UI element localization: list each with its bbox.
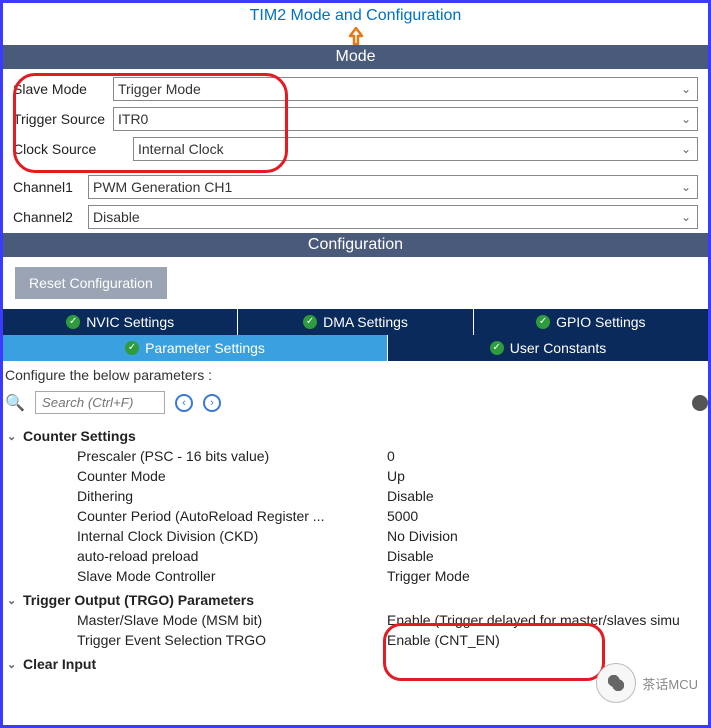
clock-source-label: Clock Source <box>13 141 133 157</box>
param-label: Counter Period (AutoReload Register ... <box>77 508 387 524</box>
check-icon: ✓ <box>303 315 317 329</box>
mode-section: Slave Mode Trigger Mode ⌄ Trigger Source… <box>3 69 708 233</box>
clock-source-select[interactable]: Internal Clock ⌄ <box>133 137 698 161</box>
param-label: auto-reload preload <box>77 548 387 564</box>
tab-dma-settings[interactable]: ✓ DMA Settings <box>238 309 473 335</box>
tab-label: Parameter Settings <box>145 340 265 356</box>
group-trgo-parameters[interactable]: ⌄ Trigger Output (TRGO) Parameters <box>7 590 708 610</box>
channel2-value: Disable <box>93 209 140 225</box>
check-icon: ✓ <box>66 315 80 329</box>
slave-mode-label: Slave Mode <box>13 81 113 97</box>
collapse-icon: ⌄ <box>7 658 19 671</box>
trigger-source-label: Trigger Source <box>13 111 113 127</box>
info-icon <box>692 395 708 411</box>
param-value: Disable <box>387 488 434 504</box>
tab-gpio-settings[interactable]: ✓ GPIO Settings <box>474 309 708 335</box>
watermark: 茶话MCU <box>596 663 698 703</box>
tab-nvic-settings[interactable]: ✓ NVIC Settings <box>3 309 238 335</box>
group-title: Trigger Output (TRGO) Parameters <box>23 592 254 608</box>
watermark-icon <box>596 663 636 703</box>
collapse-icon: ⌄ <box>7 430 19 443</box>
check-icon: ✓ <box>125 341 139 355</box>
search-prev-button[interactable]: ‹ <box>175 394 193 412</box>
param-row[interactable]: Counter Period (AutoReload Register ...5… <box>7 506 708 526</box>
tab-user-constants[interactable]: ✓ User Constants <box>388 335 708 361</box>
param-label: Master/Slave Mode (MSM bit) <box>77 612 387 628</box>
mode-header: Mode <box>3 45 708 69</box>
parameters-panel: ⌄ Counter Settings Prescaler (PSC - 16 b… <box>3 418 708 674</box>
param-value: Enable (CNT_EN) <box>387 632 500 648</box>
group-counter-settings[interactable]: ⌄ Counter Settings <box>7 426 708 446</box>
param-value: 5000 <box>387 508 418 524</box>
configure-description: Configure the below parameters : <box>3 361 708 387</box>
param-row[interactable]: auto-reload preloadDisable <box>7 546 708 566</box>
param-row[interactable]: Slave Mode ControllerTrigger Mode <box>7 566 708 586</box>
check-icon: ✓ <box>536 315 550 329</box>
tab-label: GPIO Settings <box>556 314 645 330</box>
param-row[interactable]: DitheringDisable <box>7 486 708 506</box>
slave-mode-select[interactable]: Trigger Mode ⌄ <box>113 77 698 101</box>
reset-configuration-button[interactable]: Reset Configuration <box>15 267 167 299</box>
tab-label: NVIC Settings <box>86 314 174 330</box>
param-value: 0 <box>387 448 395 464</box>
chevron-down-icon: ⌄ <box>681 112 691 126</box>
page-title: TIM2 Mode and Configuration <box>3 3 708 27</box>
channel1-label: Channel1 <box>13 179 88 195</box>
param-row[interactable]: Counter ModeUp <box>7 466 708 486</box>
tab-label: DMA Settings <box>323 314 408 330</box>
param-label: Prescaler (PSC - 16 bits value) <box>77 448 387 464</box>
search-next-button[interactable]: › <box>203 394 221 412</box>
search-icon: 🔍 <box>5 393 25 413</box>
chevron-down-icon: ⌄ <box>681 180 691 194</box>
param-label: Dithering <box>77 488 387 504</box>
group-title: Clear Input <box>23 656 96 672</box>
param-value: Up <box>387 468 405 484</box>
trigger-source-select[interactable]: ITR0 ⌄ <box>113 107 698 131</box>
group-title: Counter Settings <box>23 428 136 444</box>
param-label: Trigger Event Selection TRGO <box>77 632 387 648</box>
chevron-down-icon: ⌄ <box>681 210 691 224</box>
param-label: Slave Mode Controller <box>77 568 387 584</box>
param-row[interactable]: Master/Slave Mode (MSM bit)Enable (Trigg… <box>7 610 708 630</box>
param-value: Trigger Mode <box>387 568 470 584</box>
check-icon: ✓ <box>490 341 504 355</box>
slave-mode-value: Trigger Mode <box>118 81 201 97</box>
channel1-select[interactable]: PWM Generation CH1 ⌄ <box>88 175 698 199</box>
arrow-up-icon <box>3 27 708 45</box>
channel1-value: PWM Generation CH1 <box>93 179 232 195</box>
param-label: Counter Mode <box>77 468 387 484</box>
param-value: Enable (Trigger delayed for master/slave… <box>387 612 680 628</box>
channel2-select[interactable]: Disable ⌄ <box>88 205 698 229</box>
chevron-down-icon: ⌄ <box>681 142 691 156</box>
param-value: No Division <box>387 528 458 544</box>
chevron-down-icon: ⌄ <box>681 82 691 96</box>
tab-label: User Constants <box>510 340 606 356</box>
channel2-label: Channel2 <box>13 209 88 225</box>
clock-source-value: Internal Clock <box>138 141 224 157</box>
collapse-icon: ⌄ <box>7 594 19 607</box>
search-input[interactable] <box>35 391 165 414</box>
param-value: Disable <box>387 548 434 564</box>
trigger-source-value: ITR0 <box>118 111 148 127</box>
param-label: Internal Clock Division (CKD) <box>77 528 387 544</box>
param-row[interactable]: Internal Clock Division (CKD)No Division <box>7 526 708 546</box>
tab-parameter-settings[interactable]: ✓ Parameter Settings <box>3 335 388 361</box>
tabs: ✓ NVIC Settings ✓ DMA Settings ✓ GPIO Se… <box>3 309 708 361</box>
configuration-header: Configuration <box>3 233 708 257</box>
param-row[interactable]: Trigger Event Selection TRGOEnable (CNT_… <box>7 630 708 650</box>
param-row[interactable]: Prescaler (PSC - 16 bits value)0 <box>7 446 708 466</box>
watermark-text: 茶话MCU <box>642 674 698 693</box>
